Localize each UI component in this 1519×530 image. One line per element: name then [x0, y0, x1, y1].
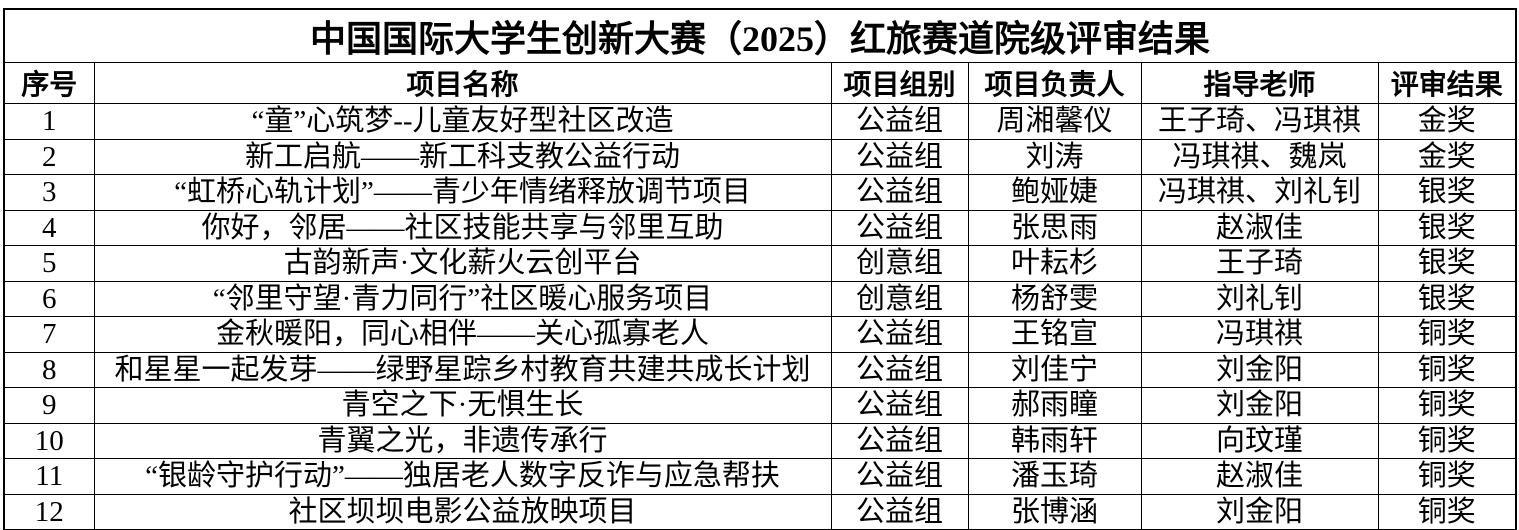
cell-project-leader: 郝雨瞳	[967, 387, 1142, 424]
cell-project-name: “邻里守望·青力同行”社区暖心服务项目	[93, 280, 832, 317]
cell-project-name: “虹桥心轨计划”——青少年情绪释放调节项目	[93, 174, 832, 211]
cell-project-group: 公益组	[830, 351, 969, 388]
cell-advisor: 赵淑佳	[1140, 458, 1379, 495]
table-row: 6 “邻里守望·青力同行”社区暖心服务项目 创意组 杨舒雯 刘礼钊 银奖	[3, 280, 1517, 317]
table-row: 11 “银龄守护行动”——独居老人数字反诈与应急帮扶 公益组 潘玉琦 赵淑佳 铜奖	[3, 458, 1517, 495]
table-row: 7 金秋暖阳，同心相伴——关心孤寡老人 公益组 王铭宣 冯琪祺 铜奖	[3, 316, 1517, 353]
cell-project-name: 古韵新声·文化薪火云创平台	[93, 245, 832, 282]
column-header-project-name: 项目名称	[93, 62, 832, 104]
cell-advisor: 刘金阳	[1140, 493, 1379, 530]
cell-advisor: 王子琦、冯琪祺	[1140, 103, 1379, 140]
cell-review-result: 铜奖	[1377, 316, 1517, 353]
cell-advisor: 冯琪祺	[1140, 316, 1379, 353]
cell-review-result: 银奖	[1377, 245, 1517, 282]
cell-review-result: 银奖	[1377, 280, 1517, 317]
cell-serial: 11	[3, 458, 95, 495]
cell-project-group: 公益组	[830, 493, 969, 530]
cell-project-group: 公益组	[830, 387, 969, 424]
cell-project-name: “童”心筑梦--儿童友好型社区改造	[93, 103, 832, 140]
cell-project-leader: 刘涛	[967, 138, 1142, 175]
table-row: 8 和星星一起发芽——绿野星踪乡村教育共建共成长计划 公益组 刘佳宁 刘金阳 铜奖	[3, 351, 1517, 388]
table-row: 4 你好，邻居——社区技能共享与邻里互助 公益组 张思雨 赵淑佳 银奖	[3, 209, 1517, 246]
column-header-serial: 序号	[3, 62, 95, 104]
cell-review-result: 铜奖	[1377, 458, 1517, 495]
table-row: 5 古韵新声·文化薪火云创平台 创意组 叶耘杉 王子琦 银奖	[3, 245, 1517, 282]
table-title: 中国国际大学生创新大赛（2025）红旅赛道院级评审结果	[3, 8, 1517, 63]
cell-project-leader: 张博涵	[967, 493, 1142, 530]
cell-project-leader: 叶耘杉	[967, 245, 1142, 282]
cell-review-result: 银奖	[1377, 174, 1517, 211]
cell-review-result: 金奖	[1377, 103, 1517, 140]
cell-project-name: 金秋暖阳，同心相伴——关心孤寡老人	[93, 316, 832, 353]
column-header-review-result: 评审结果	[1377, 62, 1517, 104]
cell-advisor: 王子琦	[1140, 245, 1379, 282]
cell-review-result: 铜奖	[1377, 351, 1517, 388]
table-row: 2 新工启航——新工科支教公益行动 公益组 刘涛 冯琪祺、魏岚 金奖	[3, 138, 1517, 175]
cell-advisor: 赵淑佳	[1140, 209, 1379, 246]
cell-advisor: 冯琪祺、魏岚	[1140, 138, 1379, 175]
cell-project-leader: 王铭宣	[967, 316, 1142, 353]
cell-advisor: 向玟瑾	[1140, 422, 1379, 459]
cell-serial: 7	[3, 316, 95, 353]
cell-review-result: 铜奖	[1377, 387, 1517, 424]
cell-advisor: 刘礼钊	[1140, 280, 1379, 317]
cell-serial: 5	[3, 245, 95, 282]
review-results-table: 中国国际大学生创新大赛（2025）红旅赛道院级评审结果 序号 项目名称 项目组别 项目…	[3, 8, 1518, 530]
cell-project-leader: 潘玉琦	[967, 458, 1142, 495]
cell-project-leader: 周湘馨仪	[967, 103, 1142, 140]
cell-serial: 1	[3, 103, 95, 140]
cell-serial: 4	[3, 209, 95, 246]
cell-project-name: 你好，邻居——社区技能共享与邻里互助	[93, 209, 832, 246]
table-row: 9 青空之下·无惧生长 公益组 郝雨瞳 刘金阳 铜奖	[3, 387, 1517, 424]
title-row: 中国国际大学生创新大赛（2025）红旅赛道院级评审结果	[3, 8, 1517, 63]
cell-project-group: 公益组	[830, 138, 969, 175]
cell-project-group: 公益组	[830, 174, 969, 211]
cell-review-result: 铜奖	[1377, 493, 1517, 530]
cell-project-name: 青翼之光，非遗传承行	[93, 422, 832, 459]
header-row: 序号 项目名称 项目组别 项目负责人 指导老师 评审结果	[3, 62, 1517, 104]
cell-project-group: 创意组	[830, 280, 969, 317]
cell-review-result: 铜奖	[1377, 422, 1517, 459]
cell-project-group: 公益组	[830, 422, 969, 459]
table-body: 中国国际大学生创新大赛（2025）红旅赛道院级评审结果 序号 项目名称 项目组别 项目…	[3, 8, 1517, 530]
column-header-advisor: 指导老师	[1140, 62, 1379, 104]
cell-project-group: 创意组	[830, 245, 969, 282]
cell-project-leader: 韩雨轩	[967, 422, 1142, 459]
cell-project-name: 新工启航——新工科支教公益行动	[93, 138, 832, 175]
column-header-project-leader: 项目负责人	[967, 62, 1142, 104]
cell-project-leader: 杨舒雯	[967, 280, 1142, 317]
cell-serial: 12	[3, 493, 95, 530]
cell-project-leader: 刘佳宁	[967, 351, 1142, 388]
cell-project-group: 公益组	[830, 316, 969, 353]
cell-serial: 2	[3, 138, 95, 175]
table-row: 10 青翼之光，非遗传承行 公益组 韩雨轩 向玟瑾 铜奖	[3, 422, 1517, 459]
cell-serial: 9	[3, 387, 95, 424]
cell-serial: 10	[3, 422, 95, 459]
cell-project-name: 和星星一起发芽——绿野星踪乡村教育共建共成长计划	[93, 351, 832, 388]
cell-advisor: 冯琪祺、刘礼钊	[1140, 174, 1379, 211]
cell-project-group: 公益组	[830, 209, 969, 246]
cell-project-leader: 张思雨	[967, 209, 1142, 246]
cell-project-name: 社区坝坝电影公益放映项目	[93, 493, 832, 530]
cell-project-group: 公益组	[830, 458, 969, 495]
cell-project-leader: 鲍娅婕	[967, 174, 1142, 211]
table-row: 12 社区坝坝电影公益放映项目 公益组 张博涵 刘金阳 铜奖	[3, 493, 1517, 530]
cell-advisor: 刘金阳	[1140, 387, 1379, 424]
cell-serial: 6	[3, 280, 95, 317]
cell-serial: 8	[3, 351, 95, 388]
cell-review-result: 银奖	[1377, 209, 1517, 246]
cell-project-group: 公益组	[830, 103, 969, 140]
table-row: 3 “虹桥心轨计划”——青少年情绪释放调节项目 公益组 鲍娅婕 冯琪祺、刘礼钊 银奖	[3, 174, 1517, 211]
cell-review-result: 金奖	[1377, 138, 1517, 175]
cell-project-name: 青空之下·无惧生长	[93, 387, 832, 424]
cell-project-name: “银龄守护行动”——独居老人数字反诈与应急帮扶	[93, 458, 832, 495]
column-header-project-group: 项目组别	[830, 62, 969, 104]
cell-advisor: 刘金阳	[1140, 351, 1379, 388]
cell-serial: 3	[3, 174, 95, 211]
table-row: 1 “童”心筑梦--儿童友好型社区改造 公益组 周湘馨仪 王子琦、冯琪祺 金奖	[3, 103, 1517, 140]
